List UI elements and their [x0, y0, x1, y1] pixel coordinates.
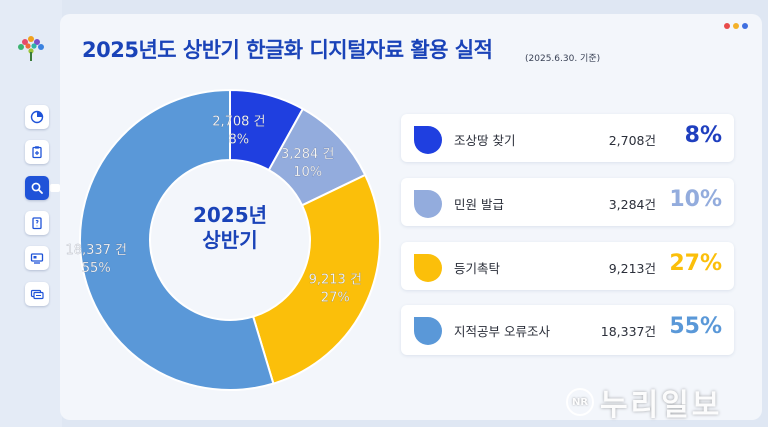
legend-count: 2,708건 — [608, 133, 656, 148]
legend-item: 지적공부 오류조사 18,337건 55% — [401, 305, 734, 355]
watermark: NR 누리일보 — [566, 380, 722, 424]
legend-marker-icon — [414, 190, 442, 218]
chart-center-line-2: 상반기 — [202, 228, 258, 252]
document-icon — [32, 217, 42, 230]
legend-count: 3,284건 — [608, 197, 656, 212]
page-title: 2025년도 상반기 한글화 디지털자료 활용 실적 — [82, 38, 493, 62]
legend-name: 조상땅 찾기 — [454, 133, 516, 148]
sidebar-item-search[interactable] — [25, 176, 49, 200]
slice-value-label: 2,708 건 — [212, 115, 265, 130]
legend-name: 민원 발급 — [454, 197, 504, 212]
active-tab-indicator — [50, 184, 60, 192]
legend-percent: 27% — [669, 251, 722, 276]
clipboard-icon — [32, 146, 42, 159]
card-icon — [30, 289, 44, 300]
slice-value-label: 3,284 건 — [281, 147, 334, 162]
donut-slice — [251, 173, 381, 385]
legend-item: 등기촉탁 9,213건 27% — [401, 242, 734, 290]
chart-center-label: 2025년 상반기 — [170, 203, 290, 253]
slice-percent-label: 10% — [293, 165, 322, 180]
watermark-badge: NR — [566, 388, 594, 416]
slice-value-label: 9,213 건 — [309, 272, 362, 287]
slice-value-label: 18,337 건 — [65, 243, 127, 258]
sidebar-item-pie-chart[interactable] — [25, 105, 49, 129]
legend-count: 9,213건 — [608, 261, 656, 276]
sidebar-item-clipboard[interactable] — [25, 140, 49, 164]
slice-percent-label: 8% — [229, 133, 250, 148]
window-dot — [733, 23, 739, 29]
chart-center-line-1: 2025년 — [192, 203, 268, 227]
slice-percent-label: 27% — [321, 290, 350, 305]
monitor-icon — [30, 253, 44, 264]
logo-icon — [18, 36, 44, 61]
legend-percent: 55% — [669, 314, 722, 339]
legend-marker-icon — [414, 126, 442, 154]
sidebar-item-document[interactable] — [25, 211, 49, 235]
page-subtitle: (2025.6.30. 기준) — [525, 54, 601, 64]
legend-name: 지적공부 오류조사 — [454, 324, 550, 339]
donut-slice — [79, 88, 275, 391]
sidebar-item-card[interactable] — [25, 282, 49, 306]
sidebar-item-monitor[interactable] — [25, 246, 49, 270]
pie-chart-icon — [30, 110, 44, 124]
search-icon — [31, 182, 43, 194]
sidebar — [0, 0, 62, 427]
legend-marker-icon — [414, 317, 442, 345]
legend-item: 조상땅 찾기 2,708건 8% — [401, 114, 734, 162]
legend-marker-icon — [414, 254, 442, 282]
window-dot — [724, 23, 730, 29]
slice-percent-label: 55% — [82, 261, 111, 276]
watermark-text: 누리일보 — [600, 388, 723, 423]
legend-item: 민원 발급 3,284건 10% — [401, 178, 734, 226]
legend-name: 등기촉탁 — [454, 261, 501, 276]
legend-count: 18,337건 — [600, 324, 656, 339]
window-dots — [724, 23, 748, 29]
window-dot — [742, 23, 748, 29]
legend-percent: 8% — [684, 123, 722, 148]
legend-percent: 10% — [669, 187, 722, 212]
